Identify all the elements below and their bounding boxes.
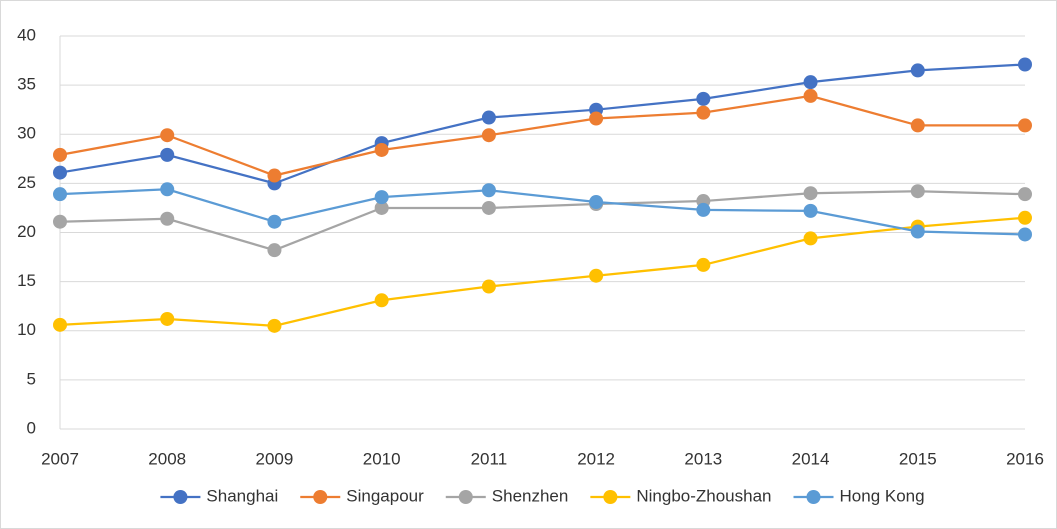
legend: Shanghai Singapour Shenzhen Ningbo-Zhoushan… <box>160 486 925 505</box>
data-point <box>53 317 67 332</box>
data-point <box>910 118 925 133</box>
legend-marker <box>173 490 188 504</box>
data-point <box>267 214 282 229</box>
data-point <box>696 105 711 120</box>
data-point <box>589 195 604 210</box>
data-point <box>481 110 496 125</box>
series-line <box>59 190 1026 252</box>
series-line <box>59 188 1026 236</box>
series-line <box>59 94 1025 177</box>
y-tick-label: 30 <box>17 124 36 143</box>
data-point <box>803 88 818 103</box>
data-point <box>160 128 175 143</box>
data-point <box>803 75 818 90</box>
data-point <box>160 182 175 197</box>
y-tick-label: 0 <box>27 418 36 437</box>
y-tick-label: 25 <box>17 173 36 192</box>
x-tick-label: 2016 <box>1006 449 1044 468</box>
legend-marker <box>313 490 328 504</box>
data-point <box>1018 210 1032 225</box>
data-point <box>1018 187 1032 202</box>
y-tick-label: 40 <box>17 25 36 44</box>
legend-label: Singapour <box>346 486 424 505</box>
x-tick-label: 2010 <box>363 449 401 468</box>
y-tick-label: 15 <box>17 271 36 290</box>
data-point <box>374 190 389 205</box>
data-point <box>267 318 282 333</box>
data-point <box>267 243 282 258</box>
legend-item: Ningbo-Zhoushan <box>590 486 772 505</box>
data-point <box>53 147 67 162</box>
data-point <box>374 200 389 215</box>
data-point <box>1018 227 1032 242</box>
data-point <box>696 91 711 106</box>
data-point <box>910 184 925 199</box>
data-point <box>267 168 282 183</box>
data-point <box>589 268 604 283</box>
data-point <box>1018 57 1032 72</box>
legend-item: Shanghai <box>160 486 278 505</box>
legend-item: Hong Kong <box>793 486 925 505</box>
legend-marker <box>458 490 473 504</box>
x-tick-label: 2011 <box>471 449 508 468</box>
legend-label: Hong Kong <box>840 486 925 505</box>
data-point <box>803 231 818 246</box>
x-tick-label: 2015 <box>899 449 937 468</box>
data-point <box>1018 118 1032 133</box>
x-tick-label: 2014 <box>792 449 830 468</box>
series-line <box>59 216 1026 327</box>
y-tick-label: 20 <box>17 222 36 241</box>
legend-label: Ningbo-Zhoushan <box>636 486 771 505</box>
data-point <box>910 63 925 78</box>
legend-label: Shenzhen <box>492 486 569 505</box>
data-point <box>374 142 389 157</box>
data-point <box>160 311 175 326</box>
data-point <box>910 224 925 239</box>
y-tick-label: 10 <box>17 320 36 339</box>
data-point <box>803 186 818 201</box>
data-point <box>803 203 818 218</box>
x-tick-label: 2009 <box>256 449 294 468</box>
x-tick-label: 2007 <box>41 449 79 468</box>
data-point <box>696 202 711 217</box>
data-point <box>481 200 496 215</box>
y-tick-label: 35 <box>17 75 36 94</box>
y-tick-label: 5 <box>27 369 36 388</box>
x-tick-label: 2013 <box>684 449 722 468</box>
legend-label: Shanghai <box>206 486 278 505</box>
data-point <box>481 183 496 198</box>
legend-item: Singapour <box>300 486 424 505</box>
data-point <box>53 165 67 180</box>
x-tick-label: 2008 <box>148 449 186 468</box>
x-tick-label: 2012 <box>577 449 615 468</box>
data-point <box>696 257 711 272</box>
legend-item: Shenzhen <box>445 486 569 505</box>
data-point <box>160 147 175 162</box>
legend-marker <box>806 490 821 504</box>
data-point <box>481 279 496 294</box>
data-point <box>53 214 67 229</box>
series-line <box>59 63 1026 185</box>
legend-marker <box>603 490 618 504</box>
data-point <box>374 293 389 308</box>
data-point <box>481 128 496 143</box>
data-point <box>160 211 175 226</box>
data-point <box>53 187 67 202</box>
data-point <box>589 111 604 126</box>
